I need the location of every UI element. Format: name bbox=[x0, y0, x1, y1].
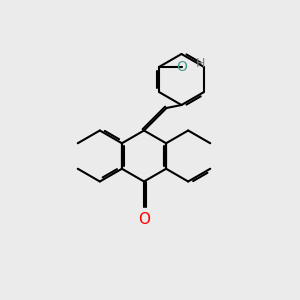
Text: H: H bbox=[195, 57, 205, 70]
Text: O: O bbox=[176, 60, 188, 74]
Text: O: O bbox=[138, 212, 150, 226]
